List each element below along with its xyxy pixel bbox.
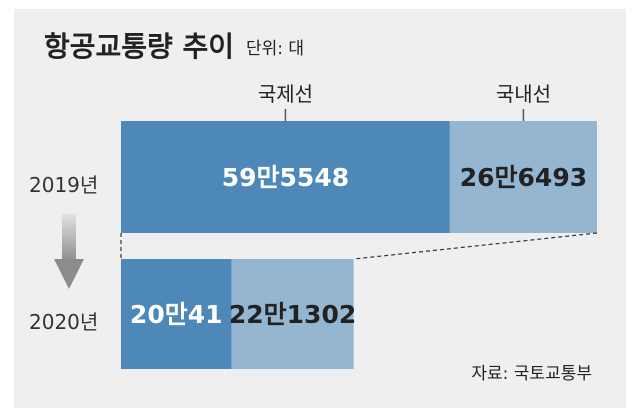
category-label-2020: 2020년 bbox=[29, 310, 98, 334]
trend-arrow-icon bbox=[54, 214, 84, 289]
category-label-2019: 2019년 bbox=[29, 173, 98, 197]
legend-domestic: 국내선 bbox=[496, 82, 551, 106]
bar-2019-domestic bbox=[449, 121, 597, 233]
chart-title: 항공교통량 추이 bbox=[44, 30, 234, 63]
data-label-2019-domestic: 26만6493 bbox=[460, 163, 587, 192]
chart-frame: 항공교통량 추이 단위: 대 국제선 국내선 2019년 2020년 59만55… bbox=[14, 9, 626, 408]
bar-2020-international bbox=[121, 259, 232, 369]
bar-2020-domestic bbox=[231, 259, 354, 369]
bar-2019-international bbox=[121, 121, 450, 233]
chart-canvas: 항공교통량 추이 단위: 대 국제선 국내선 2019년 2020년 59만55… bbox=[29, 30, 598, 384]
connector-line-right bbox=[353, 232, 598, 260]
data-label-2020-domestic: 22만1302 bbox=[229, 300, 356, 329]
data-label-2019-international: 59만5548 bbox=[222, 163, 349, 192]
unit-label: 단위: 대 bbox=[246, 39, 304, 59]
source-note: 자료: 국토교통부 bbox=[471, 364, 592, 384]
legend-international: 국제선 bbox=[258, 82, 313, 106]
data-label-2020-international: 20만41 bbox=[130, 300, 223, 329]
